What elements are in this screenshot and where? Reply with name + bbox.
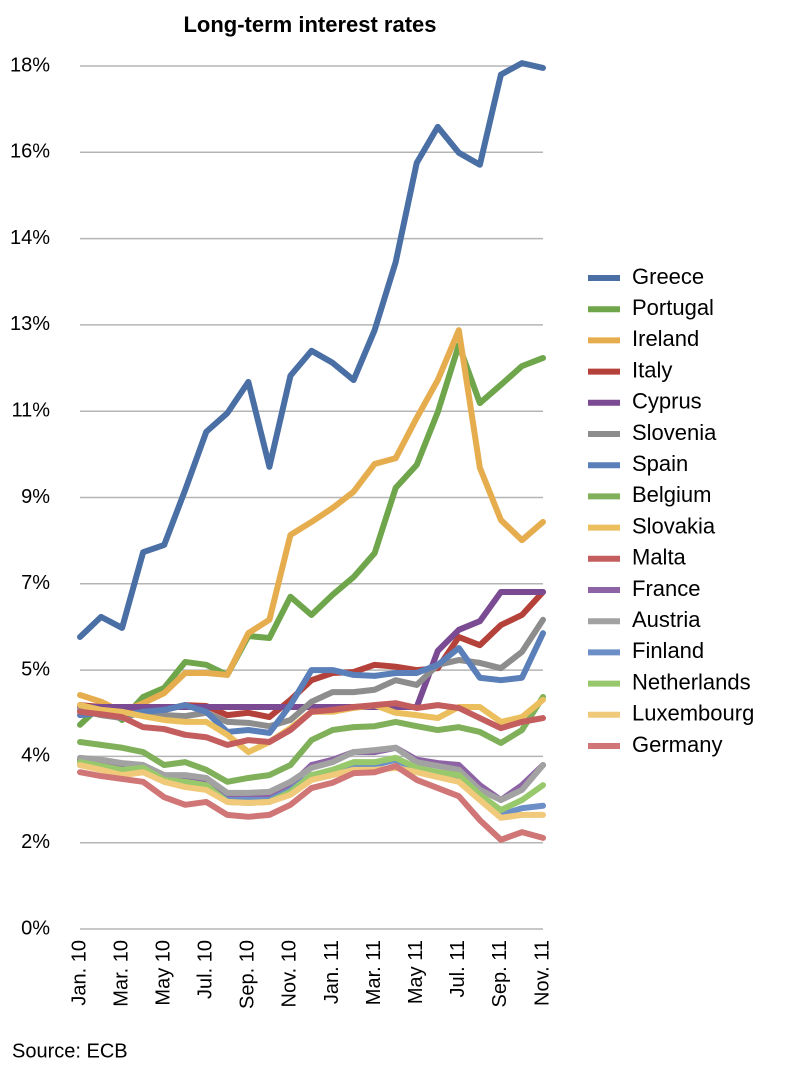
legend-label: Austria (632, 607, 701, 632)
y-tick-label: 16% (10, 141, 50, 163)
legend-label: France (632, 576, 700, 601)
x-tick-label: Nov. 10 (279, 940, 301, 1007)
legend-label: Malta (632, 545, 687, 570)
legend-label: Greece (632, 264, 704, 289)
series-line (77, 327, 546, 715)
series-line (77, 762, 546, 843)
x-tick-label: Jan. 10 (68, 940, 90, 1006)
legend-label: Luxembourg (632, 701, 754, 726)
legend-label: Cyprus (632, 389, 702, 414)
y-tick-label: 11% (11, 399, 50, 421)
x-tick-label: Nov. 11 (531, 940, 553, 1006)
y-tick-label: 2% (21, 831, 50, 853)
x-tick-label: Jul. 10 (195, 940, 217, 999)
y-tick-label: 9% (21, 486, 50, 508)
legend-label: Belgium (632, 482, 711, 507)
x-tick-label: May 11 (405, 940, 427, 1004)
x-tick-label: Jan. 11 (321, 940, 343, 1004)
legend-label: Italy (632, 357, 672, 382)
legend-label: Slovenia (632, 420, 717, 445)
y-tick-label: 7% (21, 572, 50, 594)
legend-label: Netherlands (632, 669, 751, 694)
legend-label: Germany (632, 732, 722, 757)
source-note: Source: ECB (12, 1040, 128, 1062)
legend-label: Spain (632, 451, 688, 476)
series-line (77, 60, 546, 641)
series-line (77, 762, 546, 821)
y-tick-label: 13% (10, 313, 50, 335)
x-tick-label: Sep. 11 (489, 940, 511, 1007)
series-line (77, 700, 546, 748)
y-tick-label: 5% (21, 658, 50, 680)
legend-label: Slovakia (632, 513, 716, 538)
x-tick-label: Mar. 10 (110, 940, 132, 1007)
x-tick-label: Jul. 11 (447, 940, 469, 997)
series-line (77, 630, 546, 736)
y-tick-label: 18% (10, 54, 50, 76)
y-tick-label: 0% (21, 917, 50, 939)
x-tick-label: Mar. 11 (363, 940, 385, 1005)
series-line (77, 744, 546, 804)
series-line (77, 693, 546, 785)
y-tick-label: 14% (10, 227, 50, 249)
series-line (77, 588, 546, 711)
legend-label: Finland (632, 638, 704, 663)
chart-title: Long-term interest rates (183, 12, 436, 37)
legend-label: Ireland (632, 326, 699, 351)
y-tick-label: 4% (21, 745, 50, 767)
x-tick-label: Sep. 10 (237, 940, 259, 1009)
legend-label: Portugal (632, 295, 714, 320)
x-tick-label: May 10 (152, 940, 174, 1006)
